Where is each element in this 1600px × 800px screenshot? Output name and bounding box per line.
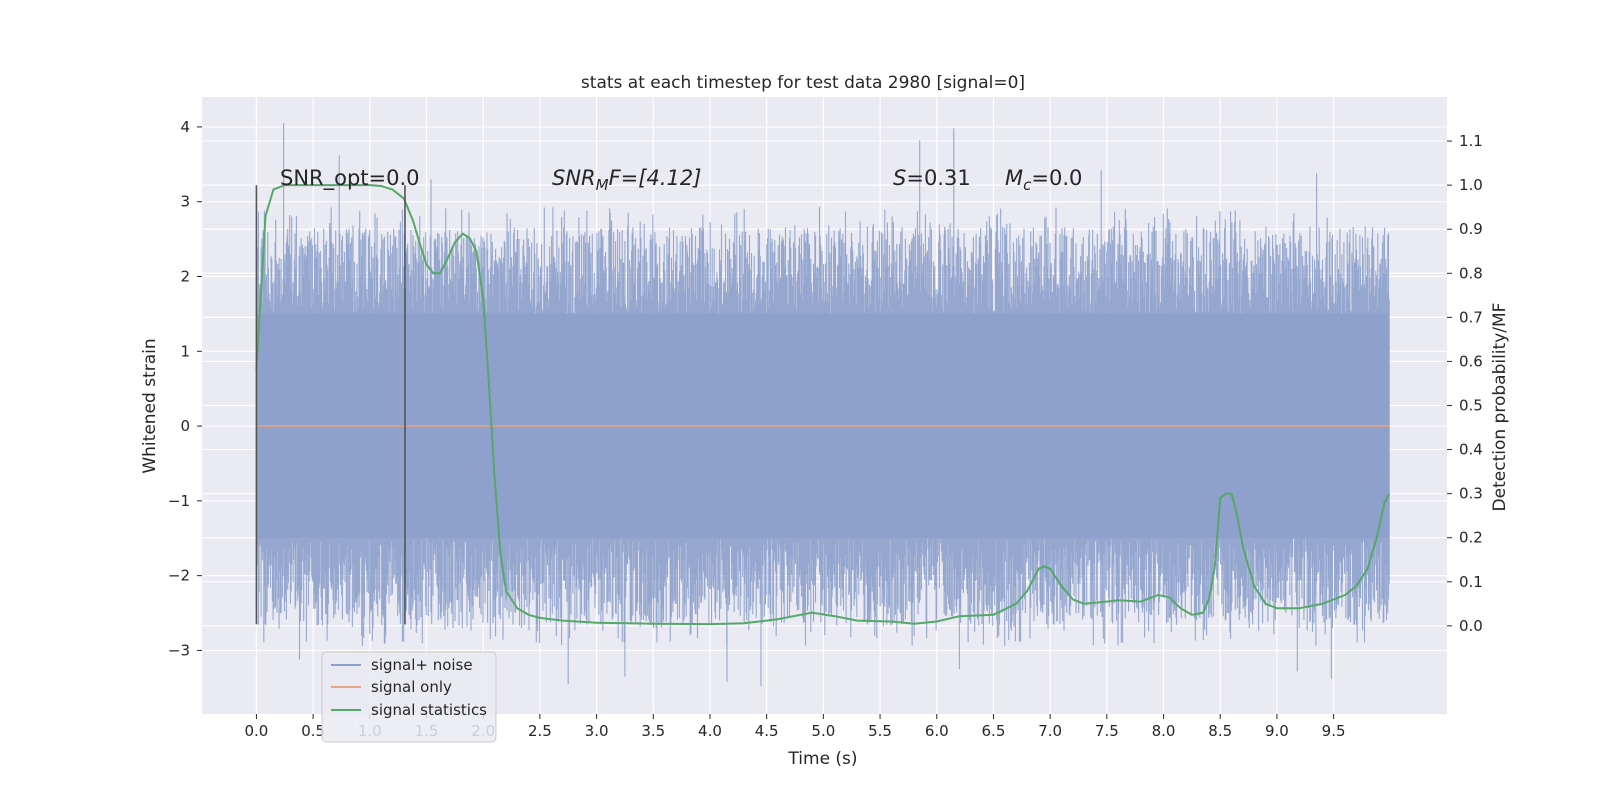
x-tick-label: 4.0 bbox=[698, 722, 722, 740]
x-tick-label: 7.5 bbox=[1095, 722, 1119, 740]
annotation-mc: Mc=0.0 bbox=[1005, 166, 1082, 194]
y-left-tick-label: 1 bbox=[180, 342, 190, 360]
vertical-markers bbox=[255, 185, 406, 625]
y-right-tick-label: 1.1 bbox=[1459, 132, 1483, 150]
x-tick-label: 3.5 bbox=[641, 722, 665, 740]
y-left-tick-label: −1 bbox=[168, 492, 190, 510]
y-right-tick-label: 0.6 bbox=[1459, 352, 1483, 370]
y-right-tick-label: 0.7 bbox=[1459, 308, 1483, 326]
x-tick-label: 2.5 bbox=[528, 722, 552, 740]
y-left-tick-label: 3 bbox=[180, 193, 190, 211]
x-tick-label: 6.5 bbox=[982, 722, 1006, 740]
x-tick-label: 8.0 bbox=[1152, 722, 1176, 740]
x-tick-label: 5.0 bbox=[811, 722, 835, 740]
y-left-tick-label: −2 bbox=[168, 567, 190, 585]
x-tick-label: 3.0 bbox=[585, 722, 609, 740]
x-tick-label: 4.5 bbox=[755, 722, 779, 740]
x-axis-label: Time (s) bbox=[787, 749, 857, 769]
x-tick-label: 0.0 bbox=[244, 722, 268, 740]
y-axis-left-ticks: 4 3 2 1 0 −1 −2 −3 bbox=[168, 118, 202, 659]
y-right-tick-label: 0.1 bbox=[1459, 573, 1483, 591]
y-right-tick-label: 0.3 bbox=[1459, 485, 1483, 503]
y-left-tick-label: −3 bbox=[168, 641, 190, 659]
x-tick-label: 7.0 bbox=[1038, 722, 1062, 740]
x-tick-label: 9.0 bbox=[1265, 722, 1289, 740]
line-signal-statistics bbox=[255, 184, 1391, 626]
y-right-tick-label: 0.8 bbox=[1459, 264, 1483, 282]
chart-title: stats at each timestep for test data 298… bbox=[581, 73, 1025, 93]
x-tick-label: 8.5 bbox=[1208, 722, 1232, 740]
y-axis-right-ticks: 1.1 1.0 0.9 0.8 0.7 0.6 0.5 0.4 0.3 0.2 0.1 0.0 bbox=[1447, 132, 1483, 635]
y-right-tick-label: 0.9 bbox=[1459, 220, 1483, 238]
annotation-snr-opt: SNR_opt=0.0 bbox=[280, 166, 420, 191]
annotation-snr-mf: SNRMF=[4.12] bbox=[552, 166, 701, 194]
series-lines bbox=[255, 184, 1391, 626]
y-right-tick-label: 1.0 bbox=[1459, 176, 1483, 194]
y-right-tick-label: 0.5 bbox=[1459, 397, 1483, 415]
legend-label-signal-statistics: signal statistics bbox=[371, 701, 487, 719]
y-axis-left-label: Whitened strain bbox=[140, 338, 160, 473]
y-right-tick-label: 0.4 bbox=[1459, 441, 1483, 459]
legend-box bbox=[321, 651, 497, 743]
x-tick-label: 9.5 bbox=[1322, 722, 1346, 740]
y-left-tick-label: 2 bbox=[180, 267, 190, 285]
x-tick-label: 5.5 bbox=[868, 722, 892, 740]
legend-label-signal-noise: signal+ noise bbox=[371, 656, 473, 674]
x-tick-label: 0.5 bbox=[301, 722, 325, 740]
legend: signal+ noise signal only signal statist… bbox=[321, 651, 497, 743]
annotation-s-stat: S=0.31 bbox=[893, 166, 971, 190]
y-left-tick-label: 4 bbox=[180, 118, 190, 136]
y-axis-right-label: Detection probability/MF bbox=[1490, 303, 1510, 512]
legend-label-signal-only: signal only bbox=[371, 678, 452, 696]
y-right-tick-label: 0.2 bbox=[1459, 529, 1483, 547]
y-right-tick-label: 0.0 bbox=[1459, 617, 1483, 635]
x-tick-label: 6.0 bbox=[925, 722, 949, 740]
y-left-tick-label: 0 bbox=[180, 417, 190, 435]
